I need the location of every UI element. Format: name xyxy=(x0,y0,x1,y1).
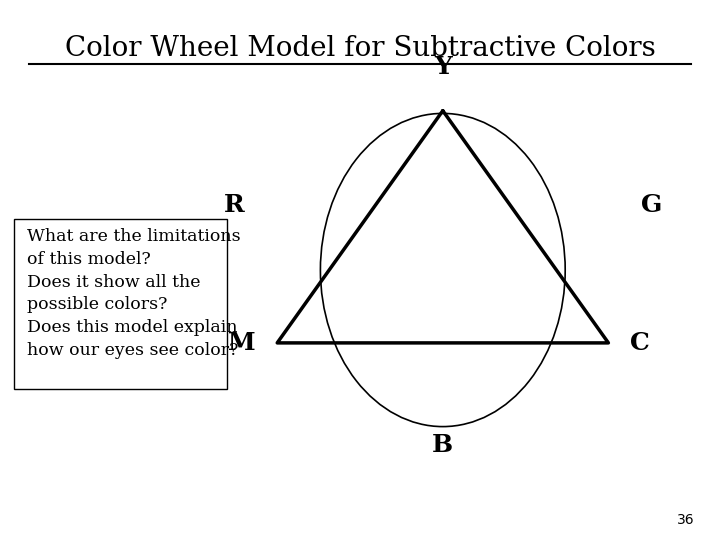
Text: G: G xyxy=(641,193,662,217)
Text: What are the limitations
of this model?
Does it show all the
possible colors?
Do: What are the limitations of this model? … xyxy=(27,228,240,359)
Text: Color Wheel Model for Subtractive Colors: Color Wheel Model for Subtractive Colors xyxy=(65,35,655,62)
Text: C: C xyxy=(630,331,650,355)
Text: Y: Y xyxy=(434,56,451,79)
Text: M: M xyxy=(228,331,256,355)
Text: R: R xyxy=(224,193,244,217)
Text: 36: 36 xyxy=(678,512,695,526)
Text: B: B xyxy=(432,434,454,457)
